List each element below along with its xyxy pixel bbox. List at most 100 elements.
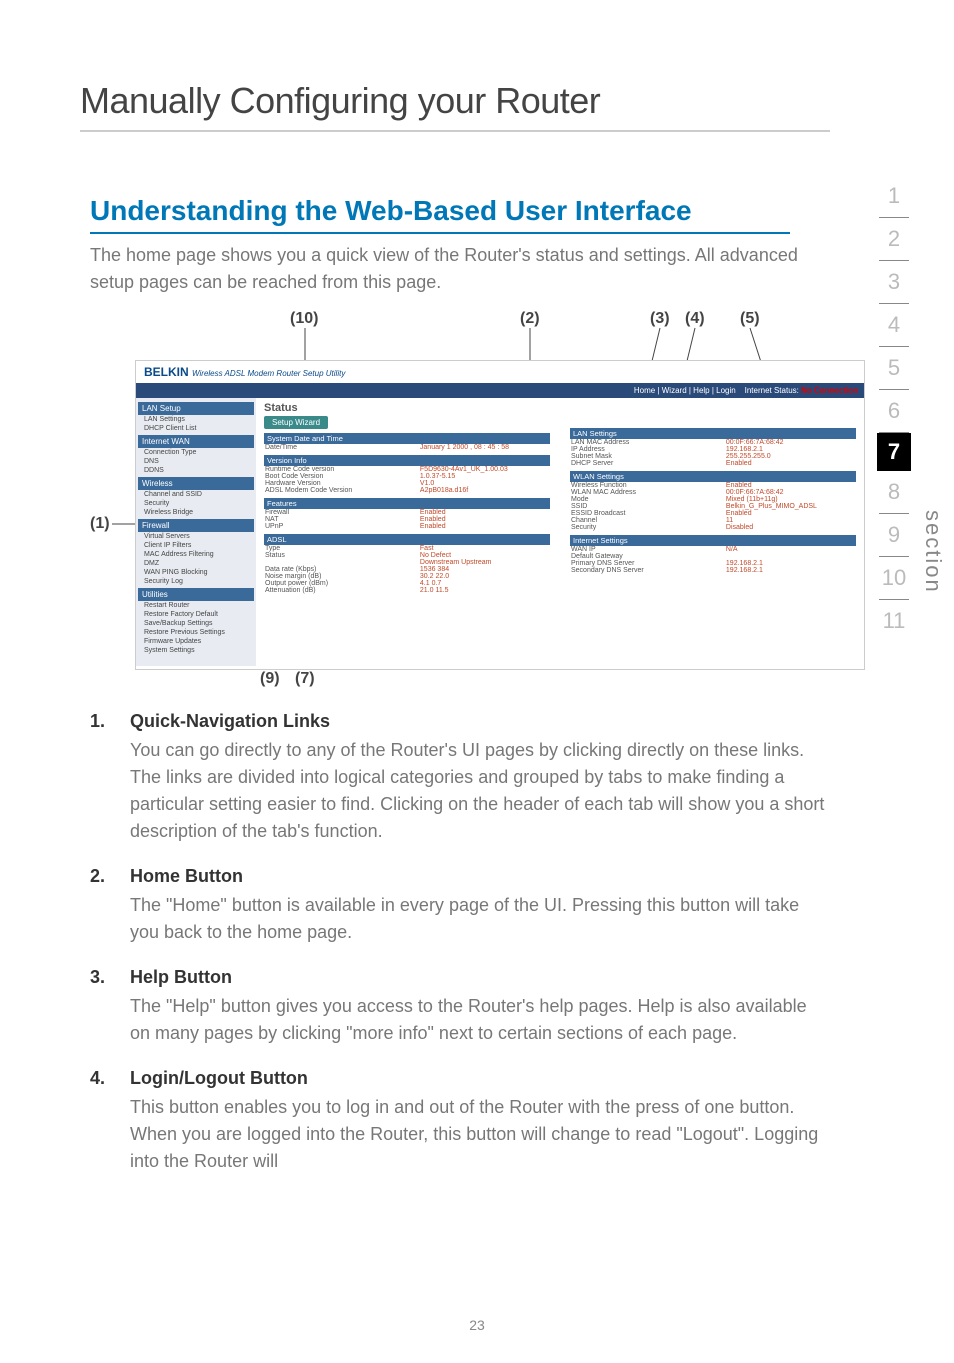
sidebar-item[interactable]: LAN Settings [138, 415, 254, 424]
sidebar-item[interactable]: Wireless Bridge [138, 508, 254, 517]
sidebar-item[interactable]: MAC Address Filtering [138, 550, 254, 559]
section-nav-8[interactable]: 8 [879, 471, 909, 514]
section-nav-2[interactable]: 2 [879, 218, 909, 261]
cell-value: Enabled [726, 510, 855, 517]
cell-label [265, 559, 420, 566]
item-number: 1. [90, 708, 130, 845]
status-table: ADSLTypeFastStatusNo DefectDownstream Up… [264, 534, 550, 594]
sidebar-group[interactable]: Internet WAN [138, 435, 254, 448]
numbered-item: 4.Login/Logout ButtonThis button enables… [90, 1065, 830, 1175]
sidebar-item[interactable]: Connection Type [138, 448, 254, 457]
section-nav-9[interactable]: 9 [879, 514, 909, 557]
sidebar-item[interactable]: DMZ [138, 559, 254, 568]
sidebar-item[interactable]: Save/Backup Settings [138, 619, 254, 628]
item-text: The "Home" button is available in every … [130, 892, 830, 946]
sidebar-item[interactable]: DDNS [138, 466, 254, 475]
section-nav-1[interactable]: 1 [879, 175, 909, 218]
ss-topbar-links[interactable]: Home | Wizard | Help | Login [634, 386, 736, 395]
table-row: ESSID BroadcastEnabled [570, 510, 856, 517]
table-row: WLAN MAC Address00:0F:66:7A:68:42 [570, 489, 856, 496]
numbered-item: 1.Quick-Navigation LinksYou can go direc… [90, 708, 830, 845]
sidebar-group[interactable]: Wireless [138, 477, 254, 490]
sidebar-item[interactable]: DNS [138, 457, 254, 466]
callout-4: (4) [685, 310, 705, 328]
status-table: Internet SettingsWAN IPN/ADefault Gatewa… [570, 535, 856, 574]
cell-value: Mixed (11b+11g) [726, 496, 855, 503]
cell-value: 1.0.37-5.15 [420, 473, 549, 480]
sidebar-item[interactable]: System Settings [138, 646, 254, 655]
table-header: WLAN Settings [570, 471, 856, 482]
sidebar-item[interactable]: DHCP Client List [138, 424, 254, 433]
cell-value: 4.1 0.7 [420, 580, 549, 587]
item-title: Login/Logout Button [130, 1065, 830, 1092]
cell-value: 192.168.2.1 [726, 446, 855, 453]
ss-left-col: Status Setup Wizard System Date and Time… [264, 402, 550, 662]
cell-value: Enabled [420, 509, 549, 516]
table-row: Secondary DNS Server192.168.2.1 [570, 567, 856, 574]
cell-label: LAN MAC Address [571, 439, 726, 446]
item-content: Quick-Navigation LinksYou can go directl… [130, 708, 830, 845]
status-table: LAN SettingsLAN MAC Address00:0F:66:7A:6… [570, 428, 856, 467]
cell-value: 255.255.255.0 [726, 453, 855, 460]
sidebar-item[interactable]: WAN PING Blocking [138, 568, 254, 577]
table-header: Version Info [264, 455, 550, 466]
heading-rule [90, 232, 790, 234]
sidebar-group[interactable]: Firewall [138, 519, 254, 532]
cell-value: Enabled [726, 460, 855, 467]
cell-value: 30.2 22.0 [420, 573, 549, 580]
section-nav-7[interactable]: 7 [877, 433, 911, 471]
table-row: ADSL Modem Code VersionA2pB018a.d16f [264, 487, 550, 494]
ss-status-value: No Connection [801, 386, 858, 395]
numbered-item: 2.Home ButtonThe "Home" button is availa… [90, 863, 830, 946]
table-row: Wireless FunctionEnabled [570, 482, 856, 489]
sidebar-item[interactable]: Security Log [138, 577, 254, 586]
section-nav-5[interactable]: 5 [879, 347, 909, 390]
cell-label: Noise margin (dB) [265, 573, 420, 580]
sidebar-item[interactable]: Client IP Filters [138, 541, 254, 550]
cell-value: 1536 384 [420, 566, 549, 573]
sidebar-item[interactable]: Restart Router [138, 601, 254, 610]
table-row: WAN IPN/A [570, 546, 856, 553]
cell-label: Status [265, 552, 420, 559]
table-row: Attenuation (dB)21.0 11.5 [264, 587, 550, 594]
sidebar-item[interactable]: Channel and SSID [138, 490, 254, 499]
item-number: 3. [90, 964, 130, 1047]
table-row: Date/TimeJanuary 1 2000 , 08 : 45 : 58 [264, 444, 550, 451]
section-nav-3[interactable]: 3 [879, 261, 909, 304]
sidebar-group[interactable]: LAN Setup [138, 402, 254, 415]
router-screenshot: BELKIN Wireless ADSL Modem Router Setup … [135, 360, 865, 670]
setup-wizard-button[interactable]: Setup Wizard [264, 416, 328, 429]
table-row: TypeFast [264, 545, 550, 552]
cell-label: Runtime Code version [265, 466, 420, 473]
cell-label: NAT [265, 516, 420, 523]
table-row: Hardware VersionV1.0 [264, 480, 550, 487]
table-row: LAN MAC Address00:0F:66:7A:68:42 [570, 439, 856, 446]
cell-value: 00:0F:66:7A:68:42 [726, 439, 855, 446]
table-row: Noise margin (dB)30.2 22.0 [264, 573, 550, 580]
ss-logo: BELKIN Wireless ADSL Modem Router Setup … [136, 361, 864, 383]
numbered-item: 3.Help ButtonThe "Help" button gives you… [90, 964, 830, 1047]
sidebar-item[interactable]: Restore Previous Settings [138, 628, 254, 637]
table-row: Default Gateway [570, 553, 856, 560]
section-nav-6[interactable]: 6 [879, 390, 909, 433]
section-label: section [920, 510, 946, 594]
sidebar-item[interactable]: Security [138, 499, 254, 508]
sidebar-item[interactable]: Virtual Servers [138, 532, 254, 541]
cell-label: Output power (dBm) [265, 580, 420, 587]
section-nav-10[interactable]: 10 [879, 557, 909, 600]
ss-status-label: Internet Status: [745, 386, 799, 395]
callout-3: (3) [650, 310, 670, 328]
cell-label: Mode [571, 496, 726, 503]
table-row: ModeMixed (11b+11g) [570, 496, 856, 503]
item-text: You can go directly to any of the Router… [130, 737, 830, 845]
sidebar-item[interactable]: Restore Factory Default [138, 610, 254, 619]
cell-value: January 1 2000 , 08 : 45 : 58 [420, 444, 549, 451]
sidebar-item[interactable]: Firmware Updates [138, 637, 254, 646]
table-header: Internet Settings [570, 535, 856, 546]
section-nav-11[interactable]: 11 [879, 600, 909, 642]
sidebar-group[interactable]: Utilities [138, 588, 254, 601]
ss-status-heading: Status [264, 402, 550, 414]
page-title: Manually Configuring your Router [80, 80, 600, 122]
cell-value: Fast [420, 545, 549, 552]
section-nav-4[interactable]: 4 [879, 304, 909, 347]
